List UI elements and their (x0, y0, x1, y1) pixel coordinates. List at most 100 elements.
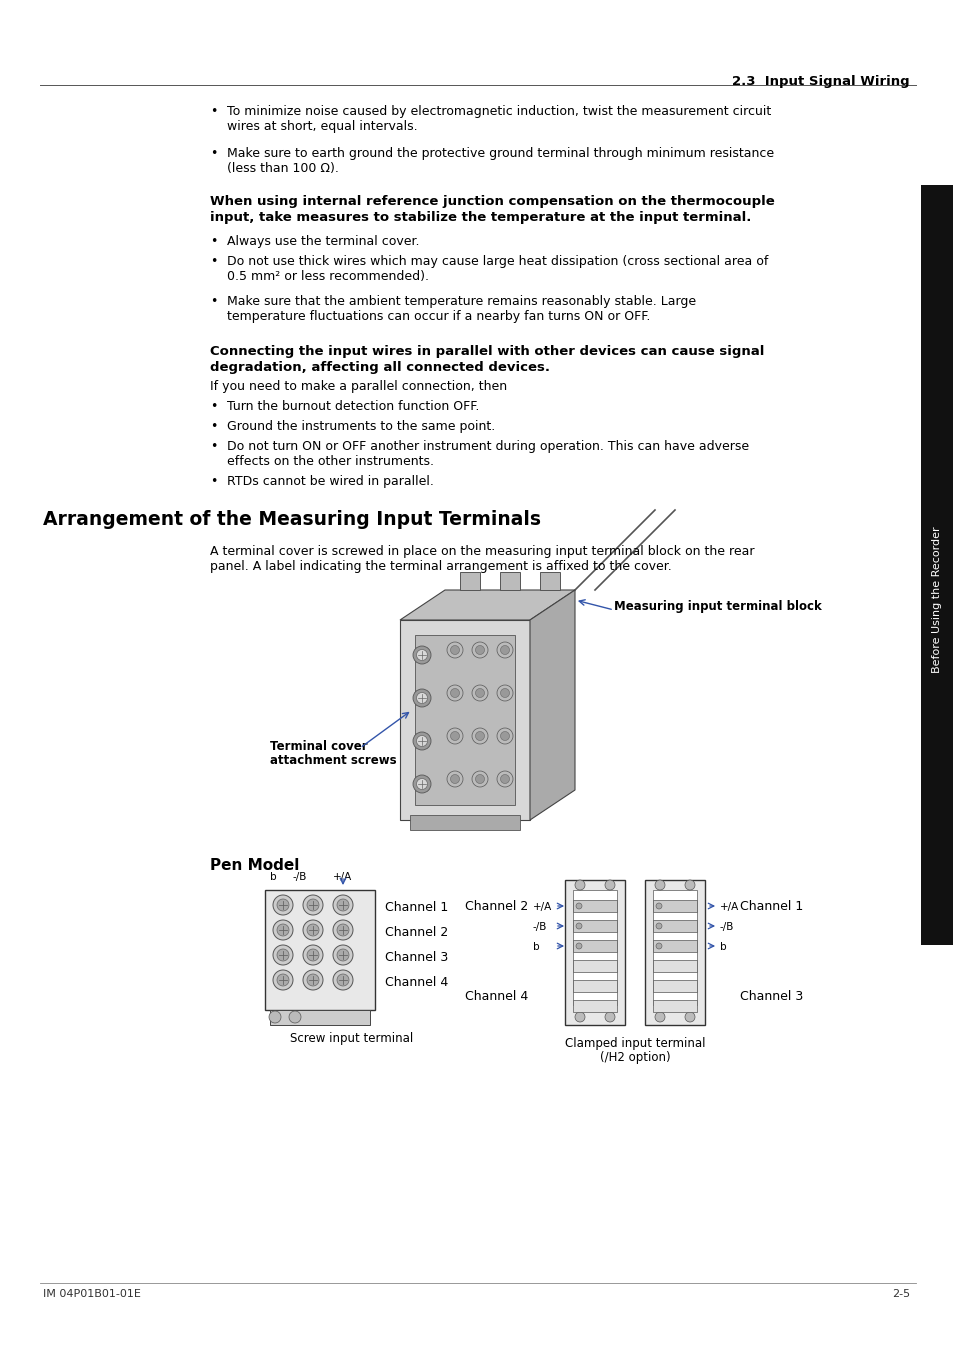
Circle shape (500, 775, 509, 783)
Polygon shape (459, 572, 479, 590)
Bar (573, 919, 617, 931)
Circle shape (276, 973, 289, 985)
Text: 2: 2 (928, 200, 944, 224)
Bar (652, 1000, 697, 1012)
Circle shape (472, 771, 488, 787)
Circle shape (416, 649, 427, 660)
Text: -/B: -/B (720, 922, 734, 931)
Bar (573, 980, 617, 992)
Circle shape (475, 775, 484, 783)
Text: Pen Model: Pen Model (210, 859, 299, 873)
Circle shape (472, 728, 488, 744)
Circle shape (576, 923, 581, 929)
Text: IM 04P01B01-01E: IM 04P01B01-01E (43, 1289, 141, 1299)
Bar (652, 980, 697, 992)
Text: Clamped input terminal: Clamped input terminal (564, 1037, 704, 1050)
Text: Channel 1: Channel 1 (385, 900, 448, 914)
Bar (573, 900, 617, 913)
Text: 0.5 mm² or less recommended).: 0.5 mm² or less recommended). (227, 270, 429, 284)
Text: 2.3  Input Signal Wiring: 2.3 Input Signal Wiring (732, 76, 909, 88)
Bar (270, 1010, 370, 1025)
Text: Connecting the input wires in parallel with other devices can cause signal: Connecting the input wires in parallel w… (210, 346, 763, 358)
Text: Always use the terminal cover.: Always use the terminal cover. (227, 235, 419, 248)
Text: Measuring input terminal block: Measuring input terminal block (614, 599, 821, 613)
Text: Before Using the Recorder: Before Using the Recorder (931, 526, 941, 674)
Circle shape (336, 923, 349, 936)
Circle shape (413, 732, 431, 751)
Circle shape (273, 945, 293, 965)
Bar (652, 890, 697, 1004)
Text: Turn the burnout detection function OFF.: Turn the burnout detection function OFF. (227, 400, 478, 413)
Text: Arrangement of the Measuring Input Terminals: Arrangement of the Measuring Input Termi… (43, 510, 540, 529)
Text: When using internal reference junction compensation on the thermocouple: When using internal reference junction c… (210, 194, 774, 208)
Text: Channel 2: Channel 2 (385, 926, 448, 940)
Text: •: • (210, 420, 217, 433)
Circle shape (447, 771, 462, 787)
Bar (564, 880, 624, 1025)
Circle shape (307, 973, 318, 985)
Text: Terminal cover: Terminal cover (270, 740, 367, 753)
Circle shape (333, 919, 353, 940)
Circle shape (273, 971, 293, 990)
Bar (920, 185, 953, 235)
Circle shape (500, 645, 509, 655)
Text: attachment screws: attachment screws (270, 755, 396, 767)
Circle shape (604, 880, 615, 890)
Text: •: • (210, 235, 217, 248)
Bar (415, 634, 515, 805)
Text: b: b (270, 872, 276, 882)
Text: •: • (210, 147, 217, 161)
Text: Make sure to earth ground the protective ground terminal through minimum resista: Make sure to earth ground the protective… (227, 147, 773, 161)
Circle shape (273, 895, 293, 915)
Text: A terminal cover is screwed in place on the measuring input terminal block on th: A terminal cover is screwed in place on … (210, 545, 754, 558)
Circle shape (684, 1012, 695, 1022)
Text: •: • (210, 440, 217, 454)
Text: •: • (210, 105, 217, 117)
Circle shape (472, 643, 488, 657)
Circle shape (450, 645, 459, 655)
Text: b: b (720, 942, 726, 952)
Circle shape (576, 944, 581, 949)
Text: +/A: +/A (720, 902, 739, 913)
Circle shape (276, 949, 289, 961)
Text: Channel 4: Channel 4 (385, 976, 448, 990)
Circle shape (475, 645, 484, 655)
Circle shape (500, 688, 509, 698)
Text: Make sure that the ambient temperature remains reasonably stable. Large: Make sure that the ambient temperature r… (227, 296, 696, 308)
Circle shape (303, 895, 323, 915)
Circle shape (656, 903, 661, 909)
Circle shape (475, 688, 484, 698)
Text: Channel 3: Channel 3 (385, 950, 448, 964)
Text: +/A: +/A (333, 872, 352, 882)
Text: Channel 4: Channel 4 (464, 990, 528, 1003)
Text: •: • (210, 296, 217, 308)
Text: (/H2 option): (/H2 option) (599, 1052, 670, 1064)
Circle shape (576, 903, 581, 909)
Circle shape (336, 973, 349, 985)
Bar (265, 890, 375, 1010)
Circle shape (497, 728, 513, 744)
Text: Do not turn ON or OFF another instrument during operation. This can have adverse: Do not turn ON or OFF another instrument… (227, 440, 748, 454)
Text: 2-5: 2-5 (891, 1289, 909, 1299)
Text: •: • (210, 400, 217, 413)
Circle shape (450, 732, 459, 741)
Text: Channel 3: Channel 3 (740, 990, 802, 1003)
Text: temperature fluctuations can occur if a nearby fan turns ON or OFF.: temperature fluctuations can occur if a … (227, 310, 650, 323)
Polygon shape (399, 620, 530, 819)
Circle shape (656, 944, 661, 949)
Circle shape (497, 771, 513, 787)
Circle shape (450, 688, 459, 698)
Bar (573, 940, 617, 952)
Circle shape (413, 647, 431, 664)
Circle shape (684, 880, 695, 890)
Circle shape (303, 971, 323, 990)
Bar (573, 1000, 617, 1012)
Circle shape (500, 732, 509, 741)
Text: Do not use thick wires which may cause large heat dissipation (cross sectional a: Do not use thick wires which may cause l… (227, 255, 767, 269)
Circle shape (336, 899, 349, 911)
Text: effects on the other instruments.: effects on the other instruments. (227, 455, 434, 468)
Text: Ground the instruments to the same point.: Ground the instruments to the same point… (227, 420, 495, 433)
Circle shape (333, 971, 353, 990)
Circle shape (413, 775, 431, 792)
Text: panel. A label indicating the terminal arrangement is affixed to the cover.: panel. A label indicating the terminal a… (210, 560, 671, 572)
